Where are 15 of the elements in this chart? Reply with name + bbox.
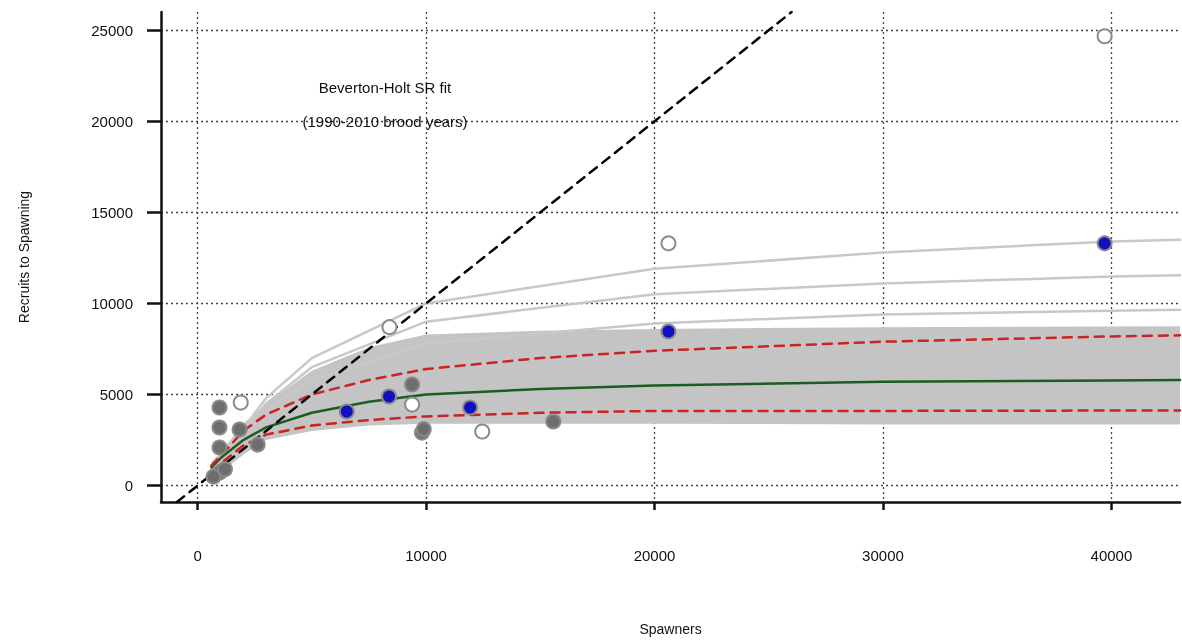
y-tick-label: 25000 bbox=[91, 21, 133, 39]
x-tick-label: 0 bbox=[193, 547, 202, 564]
y-tick-label: 0 bbox=[124, 477, 133, 495]
x-tick-label: 40000 bbox=[1090, 547, 1133, 564]
annotation: (1990-2010 brood years) bbox=[302, 112, 468, 130]
y-tick-label: 20000 bbox=[91, 112, 133, 130]
y-tick-label: 10000 bbox=[91, 294, 133, 312]
y-axis-title: Recruits to Spawning bbox=[16, 190, 32, 324]
annotation: Beverton-Holt SR fit bbox=[318, 78, 453, 96]
x-tick-label: 30000 bbox=[862, 547, 904, 564]
y-tick-label: 15000 bbox=[91, 203, 133, 221]
y-tick-label: 5000 bbox=[99, 386, 133, 404]
x-axis-title: Spawners bbox=[639, 621, 702, 637]
x-tick-label: 20000 bbox=[633, 547, 676, 564]
x-tick-label: 10000 bbox=[405, 547, 447, 564]
